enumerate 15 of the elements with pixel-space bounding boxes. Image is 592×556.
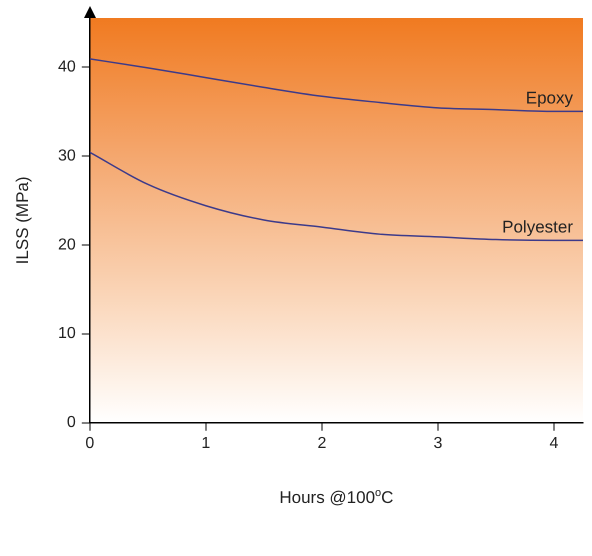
line-series	[90, 58, 583, 112]
y-tick-label: 20	[58, 236, 76, 254]
y-tick-label: 30	[58, 147, 76, 164]
x-tick-label: 0	[85, 434, 94, 452]
x-tick-label: 1	[201, 434, 210, 452]
x-tick-label: 3	[433, 434, 442, 452]
y-tick-label: 10	[58, 325, 76, 342]
x-tick-label: 4	[550, 434, 559, 452]
series-label: Epoxy	[526, 88, 574, 108]
y-axis-title: ILSS (MPa)	[12, 176, 32, 264]
y-tick-label: 40	[58, 58, 76, 76]
y-tick-label: 0	[66, 414, 76, 432]
line-series	[90, 152, 583, 242]
series-label: Polyester	[502, 218, 574, 237]
x-tick-label: 2	[317, 434, 326, 452]
